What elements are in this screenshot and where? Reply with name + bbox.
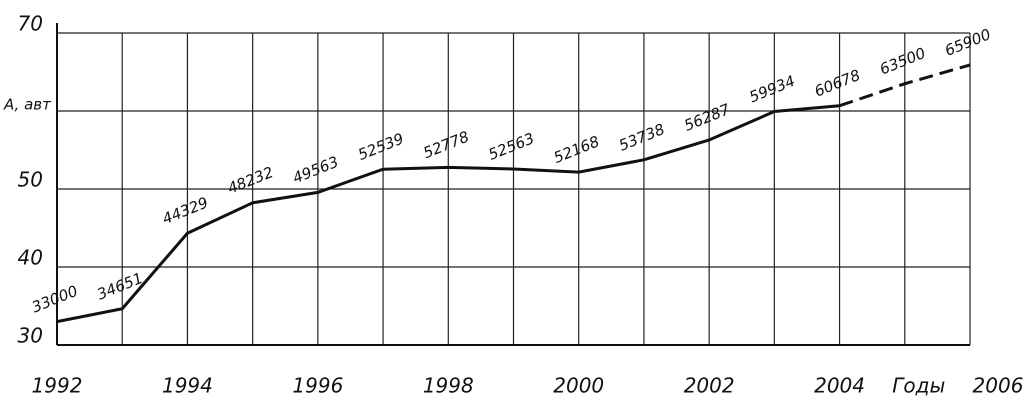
x-tick-label: 1996: [292, 374, 343, 398]
x-tick-label: 2000: [553, 374, 604, 398]
forecast-line: [839, 63, 971, 108]
x-tick-label: 2006: [973, 374, 1024, 398]
y-tick-label: 30: [18, 324, 43, 348]
x-axis-label: Годы: [892, 374, 945, 398]
y-tick-label: 70: [18, 12, 43, 36]
data-line: [56, 104, 840, 324]
x-tick-label: 1994: [162, 374, 213, 398]
x-tick-label: 2004: [814, 374, 865, 398]
y-tick-label: 40: [18, 246, 43, 270]
x-tick-label: 1992: [32, 374, 83, 398]
y-tick-label: 50: [18, 168, 43, 192]
x-tick-label: 2002: [684, 374, 735, 398]
y-tick-label: A, авт: [3, 96, 52, 114]
x-tick-label: 1998: [423, 374, 474, 398]
